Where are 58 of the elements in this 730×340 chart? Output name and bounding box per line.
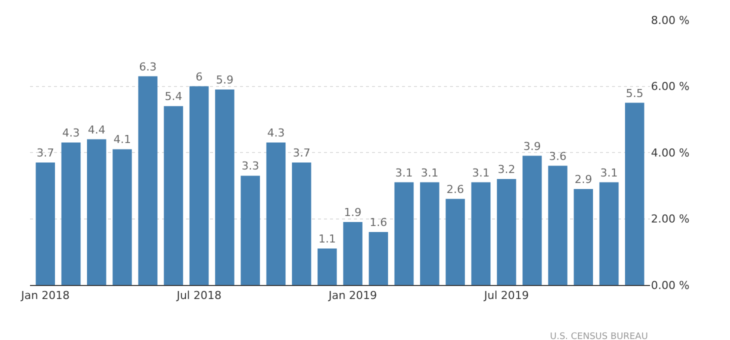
bar — [87, 139, 106, 285]
data-label: 3.3 — [242, 160, 260, 173]
bar — [292, 162, 312, 285]
data-label: 4.4 — [88, 123, 106, 136]
bar — [164, 106, 184, 285]
data-label: 5.4 — [164, 90, 182, 104]
bar — [446, 198, 465, 285]
bar — [522, 156, 542, 285]
bar — [625, 102, 644, 285]
bar — [420, 182, 440, 285]
data-label: 3.2 — [498, 163, 516, 176]
bar — [394, 182, 414, 285]
bar — [343, 222, 362, 285]
data-label: 4.3 — [267, 126, 285, 140]
y-tick-label: 2.00 % — [651, 212, 690, 226]
data-label: 1.6 — [370, 216, 388, 229]
data-label: 3.9 — [523, 140, 541, 153]
data-label: 3.1 — [420, 166, 438, 180]
bar — [189, 86, 209, 285]
x-tick-label: Jan 2019 — [328, 289, 378, 302]
bar — [138, 76, 158, 285]
data-label: 6.3 — [139, 60, 157, 74]
y-tick-label: 6.00 % — [651, 80, 690, 94]
data-label: 4.3 — [62, 126, 80, 140]
data-label: 5.9 — [216, 74, 234, 87]
bar — [240, 176, 260, 285]
data-label: 2.9 — [574, 172, 592, 186]
x-tick-label: Jul 2019 — [483, 289, 529, 302]
data-label: 3.7 — [36, 146, 54, 160]
data-label: 1.9 — [344, 206, 362, 220]
y-tick-label: 8.00 % — [651, 14, 690, 27]
bar — [368, 232, 388, 285]
y-tick-label: 0.00 % — [651, 278, 690, 292]
data-label: 3.6 — [549, 150, 567, 163]
bar — [36, 162, 55, 285]
x-tick-label: Jan 2018 — [20, 289, 70, 302]
bar — [215, 90, 234, 285]
x-tick-label: Jul 2018 — [176, 289, 222, 302]
data-label: 1.1 — [318, 232, 336, 246]
bar — [548, 166, 568, 285]
bar — [266, 142, 286, 285]
data-label: 5.5 — [626, 86, 644, 100]
data-label: 6 — [196, 70, 203, 84]
y-tick-label: 4.00 % — [651, 146, 690, 160]
data-label: 3.1 — [600, 166, 618, 180]
data-label: 2.6 — [446, 182, 464, 196]
text: U.S. CENSUS BUREAU — [550, 332, 648, 340]
bar — [318, 248, 337, 285]
bar — [61, 142, 81, 285]
data-label: 3.7 — [292, 146, 310, 160]
bar — [574, 188, 593, 285]
data-label: 4.1 — [113, 133, 131, 146]
bar — [599, 182, 619, 285]
data-label: 3.1 — [395, 166, 413, 180]
data-label: 3.1 — [472, 166, 490, 180]
bar — [112, 149, 132, 285]
bar — [496, 179, 516, 285]
bar — [471, 182, 491, 285]
